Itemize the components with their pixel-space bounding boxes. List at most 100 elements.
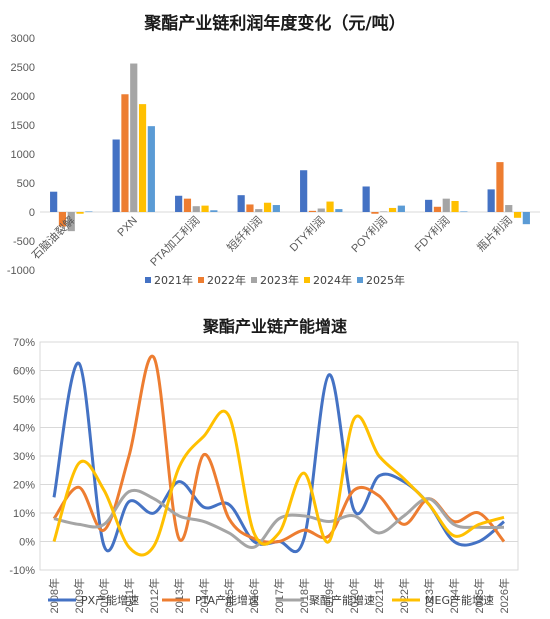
legend-label: 聚酯产能增速 [309, 593, 375, 607]
bar [397, 205, 405, 212]
y-tick-label: -1000 [7, 265, 35, 277]
x-tick-label: 2015年 [222, 578, 236, 613]
chart-title: 聚酯产业链产能增速 [202, 317, 347, 336]
legend-swatch [357, 277, 363, 283]
y-tick-label: 0% [19, 537, 35, 549]
y-tick-label: 10% [13, 508, 35, 520]
series-line [53, 488, 505, 549]
bar [513, 212, 522, 218]
bar [121, 94, 129, 212]
bar [425, 199, 433, 212]
bar [67, 212, 75, 232]
bar [433, 206, 442, 212]
legend-label: 2021年 [154, 273, 193, 287]
legend-swatch [198, 277, 204, 283]
bar [76, 212, 84, 214]
x-category-label: 短纤利润 [224, 213, 265, 254]
bar [112, 139, 120, 212]
y-tick-label: 2000 [11, 91, 35, 103]
bar [85, 211, 93, 213]
bar [442, 198, 450, 212]
bar [496, 162, 504, 212]
y-tick-label: 3000 [11, 33, 35, 45]
bar [263, 202, 272, 212]
bar [326, 201, 334, 212]
y-tick-label: 0 [29, 207, 35, 219]
bar [50, 191, 58, 212]
x-tick-label: 2017年 [272, 578, 286, 613]
bar [192, 206, 200, 212]
x-tick-label: 2016年 [247, 578, 261, 613]
legend-swatch [251, 277, 257, 283]
bar [300, 170, 308, 212]
x-category-label: PXN [115, 215, 140, 240]
bar [362, 186, 370, 212]
bar [308, 210, 317, 212]
y-tick-label: 1000 [11, 149, 35, 161]
bar [183, 198, 192, 212]
bar [388, 207, 397, 212]
legend-label: 2023年 [260, 273, 299, 287]
y-tick-label: -500 [13, 236, 35, 248]
bar [380, 211, 388, 213]
series-line [52, 354, 506, 544]
bar [460, 211, 468, 213]
x-category-label: DTY利润 [286, 213, 327, 254]
bar [317, 208, 325, 212]
x-category-label: 瓶片利润 [474, 213, 515, 254]
profit-chart-panel: 聚酯产业链利润年度变化（元/吨） -1000 -500 0 500 1000 1500 200… [0, 0, 550, 300]
y-tick-label: 1500 [11, 120, 35, 132]
y-tick-label: 70% [13, 337, 35, 349]
x-tick-label: 2019年 [322, 578, 336, 613]
x-tick-label: 2024年 [447, 578, 461, 613]
bar [246, 204, 254, 212]
y-tick-label: 2500 [11, 62, 35, 74]
bar [138, 104, 147, 212]
legend-label: 2022年 [207, 273, 246, 287]
legend-label: MEG产能增速 [425, 593, 494, 607]
x-tick-label: 2008年 [47, 578, 61, 613]
legend-label: 2024年 [313, 273, 352, 287]
bar [147, 126, 155, 212]
bar [371, 212, 379, 214]
y-tick-label: 60% [13, 366, 35, 378]
bar [175, 195, 183, 212]
y-tick-label: 40% [13, 423, 35, 435]
x-tick-label: 2018年 [297, 578, 311, 613]
y-tick-label: 500 [17, 178, 35, 190]
x-category-label: POY利润 [348, 213, 390, 255]
x-category-label: 石脑油裂解 [29, 213, 78, 262]
legend-swatch [145, 277, 151, 283]
legend-label: PX产能增速 [81, 593, 139, 607]
x-tick-label: 2022年 [397, 578, 411, 613]
bar [505, 205, 513, 212]
bar [255, 209, 263, 212]
x-tick-label: 2025年 [472, 578, 486, 613]
capacity-chart-panel: 聚酯产业链产能增速 -10% 0% 10% 20% 30% 40% 50% 60% 70% 2008… [0, 305, 550, 619]
x-category-label: PTA加工利润 [147, 213, 203, 269]
bar [335, 209, 343, 212]
legend-label: PTA产能增速 [195, 593, 259, 607]
bar [210, 210, 218, 212]
capacity-line-chart: 聚酯产业链产能增速 -10% 0% 10% 20% 30% 40% 50% 60% 70% 2008… [9, 317, 519, 613]
bar [522, 212, 530, 225]
x-tick-label: 2009年 [72, 578, 86, 613]
y-tick-label: 50% [13, 394, 35, 406]
y-tick-label: 30% [13, 451, 35, 463]
bar [487, 189, 495, 212]
series-line [52, 409, 505, 557]
legend-label: 2025年 [366, 273, 405, 287]
x-tick-label: 2012年 [147, 578, 161, 613]
x-tick-label: 2020年 [347, 578, 361, 613]
legend-swatch [304, 277, 310, 283]
x-tick-label: 2023年 [422, 578, 436, 613]
y-tick-label: -10% [9, 565, 35, 577]
x-tick-label: 2010年 [97, 578, 111, 613]
y-tick-label: 20% [13, 480, 35, 492]
chart-title: 聚酯产业链利润年度变化（元/吨） [143, 13, 405, 34]
bar [451, 200, 459, 212]
bar [201, 205, 209, 212]
x-category-label: FDY利润 [411, 213, 452, 254]
profit-bar-chart: 聚酯产业链利润年度变化（元/吨） -1000 -500 0 500 1000 1500 200… [7, 13, 540, 287]
x-tick-label: 2026年 [497, 578, 511, 613]
